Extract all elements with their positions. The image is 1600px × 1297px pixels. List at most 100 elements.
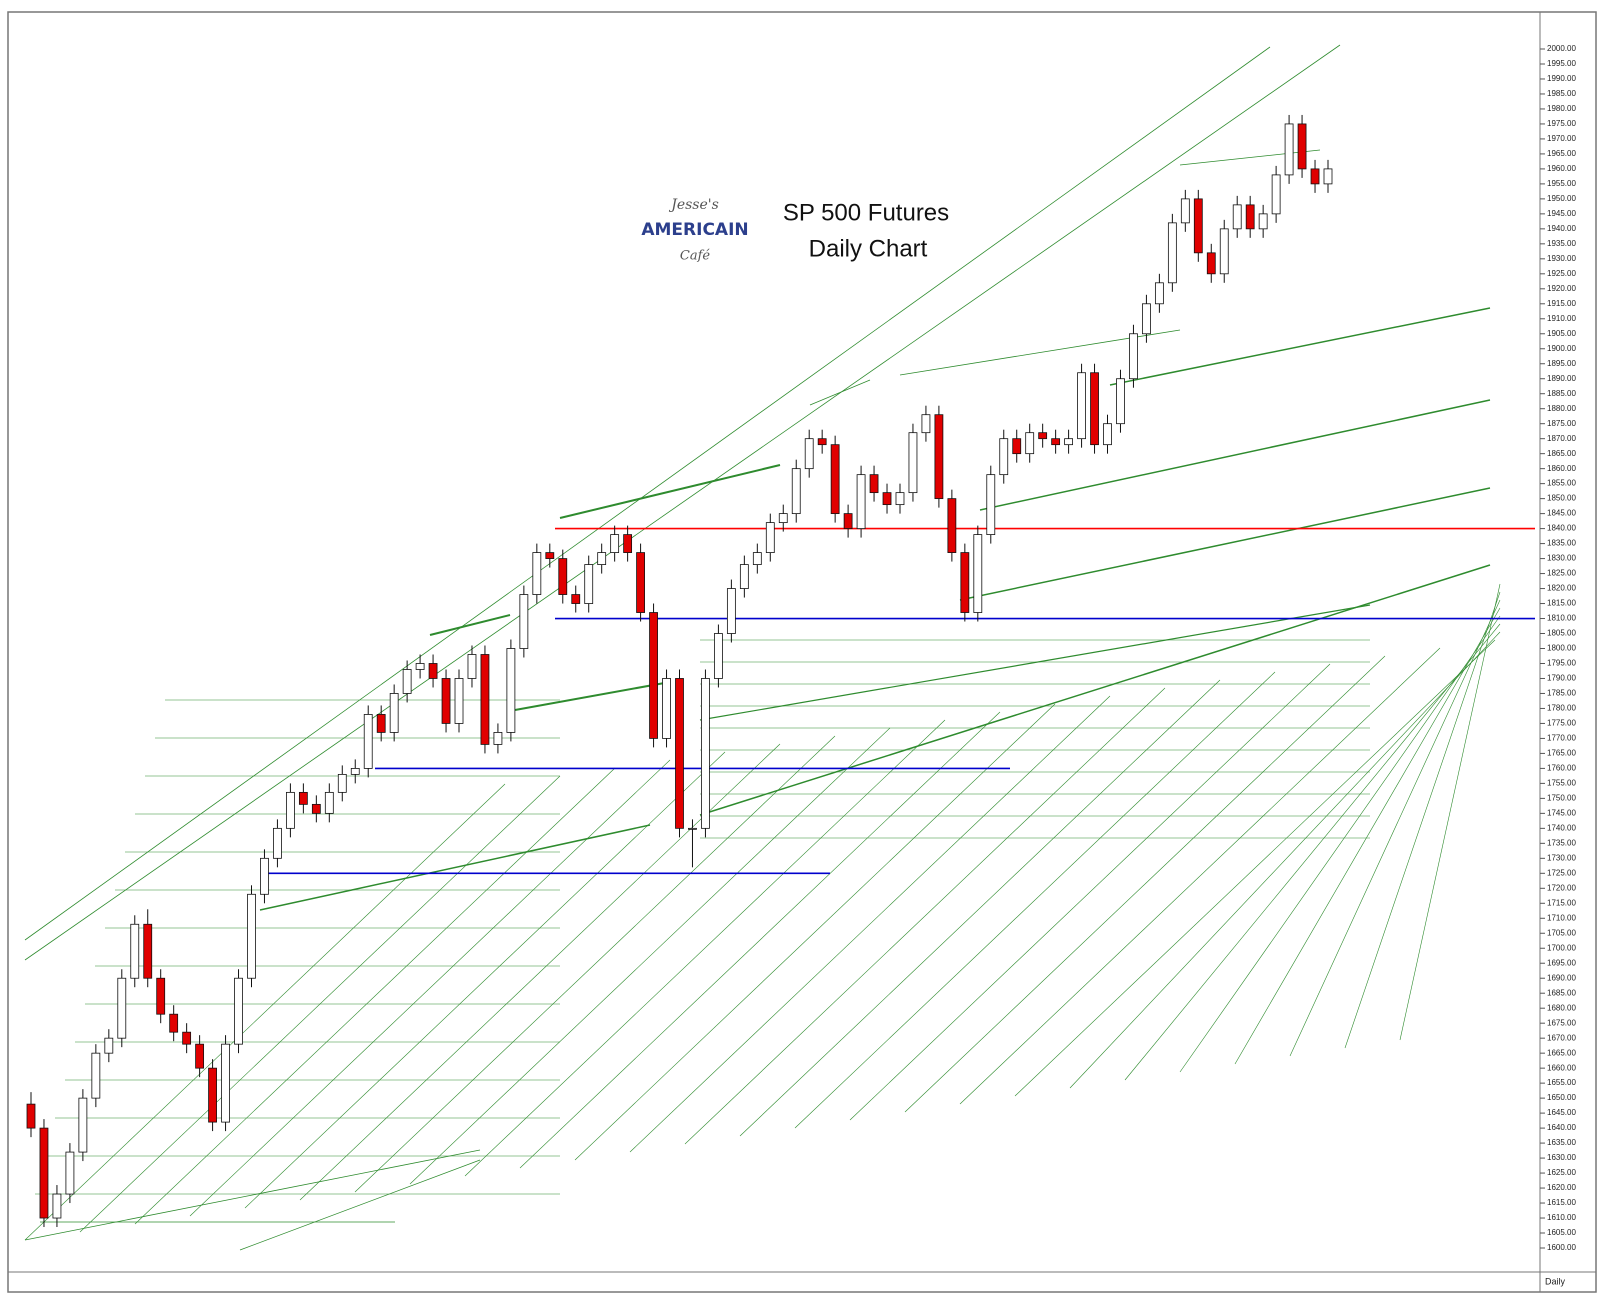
y-tick-label: 1800.00	[1547, 644, 1576, 653]
y-tick-label: 1600.00	[1547, 1243, 1576, 1252]
trend-line	[1399, 583, 1501, 1041]
y-tick-label: 1610.00	[1547, 1213, 1576, 1222]
y-tick-label: 1955.00	[1547, 179, 1576, 188]
candle-body	[337, 773, 347, 793]
trend-line	[429, 614, 511, 636]
y-tick-label: 1780.00	[1547, 704, 1576, 713]
logo-text: AMERICAIN	[641, 220, 748, 240]
y-tick-label: 1795.00	[1547, 659, 1576, 668]
y-tick-label: 1735.00	[1547, 838, 1576, 847]
trend-line	[189, 759, 671, 1217]
candle-body	[1271, 174, 1281, 215]
trend-line	[1289, 599, 1501, 1057]
candle-body	[1142, 303, 1151, 335]
y-tick-label: 1835.00	[1547, 539, 1576, 548]
trend-line	[574, 703, 1056, 1161]
trend-line	[1124, 623, 1501, 1081]
candle-body	[1129, 333, 1138, 380]
y-tick-label: 1740.00	[1547, 823, 1576, 832]
candle-body	[649, 612, 658, 739]
y-tick-label: 1830.00	[1547, 554, 1576, 563]
candle-body	[26, 1103, 36, 1129]
trend-line	[959, 487, 1491, 601]
candle-body	[143, 923, 153, 979]
candle-body	[623, 534, 633, 553]
candle-body	[895, 492, 905, 506]
candle-body	[234, 977, 243, 1045]
y-tick-label: 1850.00	[1547, 494, 1576, 503]
candle-body	[934, 414, 944, 500]
trend-line	[134, 767, 616, 1225]
candle-body	[39, 1127, 49, 1219]
trend-line	[354, 735, 836, 1193]
candle-body	[260, 857, 269, 895]
candle-body	[532, 552, 542, 595]
trend-line	[684, 687, 1166, 1145]
trend-line	[979, 399, 1491, 511]
y-tick-label: 1770.00	[1547, 734, 1576, 743]
candle-body	[1206, 252, 1216, 275]
trend-line	[519, 711, 1001, 1169]
y-tick-label: 1885.00	[1547, 389, 1576, 398]
y-tick-label: 1815.00	[1547, 599, 1576, 608]
candle-body	[247, 893, 256, 979]
candle-body	[830, 444, 840, 515]
candle-body	[610, 534, 620, 553]
candle-body	[415, 663, 425, 670]
candle-body	[1038, 432, 1048, 440]
period-label: Daily	[1545, 1276, 1566, 1286]
candle-body	[675, 678, 684, 829]
candle-body	[91, 1052, 101, 1099]
candle-body	[350, 768, 360, 775]
candle-body	[701, 678, 710, 829]
trend-line	[24, 46, 1271, 941]
y-tick-label: 1945.00	[1547, 209, 1576, 218]
logo-text: Café	[680, 249, 711, 264]
candle-body	[662, 678, 671, 739]
y-tick-label: 1750.00	[1547, 793, 1576, 802]
y-tick-label: 1695.00	[1547, 958, 1576, 967]
chart-title: SP 500 Futures	[783, 199, 949, 226]
candle-body	[65, 1151, 75, 1195]
y-tick-label: 1915.00	[1547, 299, 1576, 308]
candle-body	[169, 1013, 179, 1033]
candle-body	[908, 432, 918, 494]
candle-body	[1323, 168, 1333, 185]
y-tick-label: 1720.00	[1547, 883, 1576, 892]
y-tick-label: 1650.00	[1547, 1093, 1576, 1102]
candle-body	[1103, 423, 1112, 446]
logo-text: Jesse's	[668, 197, 719, 213]
y-tick-label: 1935.00	[1547, 239, 1576, 248]
y-tick-label: 1725.00	[1547, 868, 1576, 877]
candle-body	[208, 1067, 217, 1123]
y-tick-label: 1625.00	[1547, 1168, 1576, 1177]
y-tick-label: 1960.00	[1547, 164, 1576, 173]
y-tick-label: 1715.00	[1547, 898, 1576, 907]
y-tick-label: 1745.00	[1547, 808, 1576, 817]
y-tick-label: 1660.00	[1547, 1063, 1576, 1072]
candle-body	[1025, 432, 1035, 455]
y-tick-label: 1690.00	[1547, 973, 1576, 982]
candle-body	[571, 594, 581, 604]
trend-line	[849, 663, 1331, 1121]
y-tick-label: 1865.00	[1547, 449, 1576, 458]
y-tick-label: 1680.00	[1547, 1003, 1576, 1012]
candle-body	[311, 803, 321, 814]
y-tick-label: 1810.00	[1547, 614, 1576, 623]
y-tick-label: 1675.00	[1547, 1018, 1576, 1027]
y-tick-label: 1940.00	[1547, 224, 1576, 233]
y-tick-label: 1840.00	[1547, 524, 1576, 533]
y-tick-label: 1820.00	[1547, 584, 1576, 593]
candle-body	[921, 414, 931, 434]
y-tick-label: 1825.00	[1547, 569, 1576, 578]
candle-body	[52, 1193, 62, 1219]
candle-body	[273, 827, 282, 859]
y-tick-label: 1615.00	[1547, 1198, 1576, 1207]
y-tick-label: 1985.00	[1547, 89, 1576, 98]
candle-body	[182, 1031, 192, 1045]
y-tick-label: 1930.00	[1547, 254, 1576, 263]
trend-line	[244, 751, 726, 1209]
y-tick-label: 1920.00	[1547, 284, 1576, 293]
candle-body	[1310, 168, 1320, 185]
